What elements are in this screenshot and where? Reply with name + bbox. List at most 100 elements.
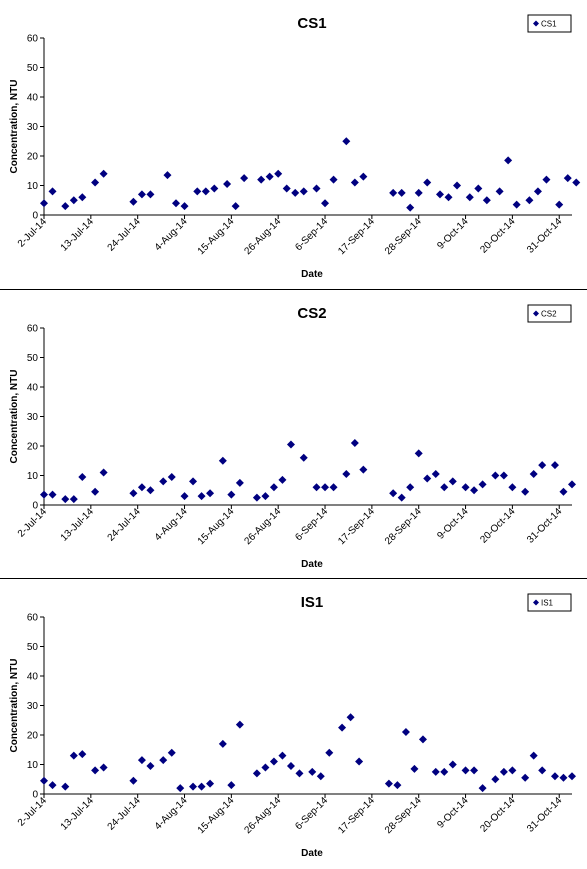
chart-panel-cs2: CS2 Concentration, NTU 0 10 20 30 40 50 60 2-Jul-… bbox=[0, 290, 587, 578]
data-point bbox=[197, 782, 206, 791]
y-tick-label: 60 bbox=[27, 324, 39, 335]
data-point bbox=[48, 490, 57, 499]
data-point bbox=[384, 779, 393, 788]
y-tick-label: 20 bbox=[27, 731, 39, 742]
data-point bbox=[538, 766, 547, 775]
x-axis-label: Date bbox=[301, 848, 323, 859]
data-point bbox=[312, 184, 321, 193]
data-point bbox=[397, 188, 406, 197]
data-point bbox=[350, 439, 359, 448]
y-tick-label: 10 bbox=[27, 471, 39, 482]
data-point bbox=[308, 767, 317, 776]
y-tick-label: 50 bbox=[27, 63, 39, 74]
panel-divider bbox=[0, 289, 587, 290]
data-point bbox=[278, 751, 287, 760]
y-tick-label: 0 bbox=[32, 501, 38, 512]
data-point bbox=[299, 187, 308, 196]
data-point bbox=[252, 769, 261, 778]
data-point bbox=[465, 193, 474, 202]
data-point bbox=[533, 187, 542, 196]
y-tick-label: 10 bbox=[27, 760, 39, 771]
data-point bbox=[431, 470, 440, 479]
data-point bbox=[568, 772, 576, 781]
data-point bbox=[40, 199, 48, 208]
data-point bbox=[286, 440, 295, 449]
data-point bbox=[342, 137, 351, 146]
data-point bbox=[550, 461, 559, 470]
data-point bbox=[206, 779, 215, 788]
chart-title: CS1 bbox=[297, 15, 326, 32]
x-tick-label: 31-Oct-14 bbox=[525, 216, 565, 256]
x-tick-label: 31-Oct-14 bbox=[525, 506, 565, 546]
x-tick-label: 26-Aug-14 bbox=[243, 795, 284, 836]
legend-box bbox=[527, 14, 572, 33]
data-point bbox=[418, 735, 427, 744]
data-point bbox=[146, 190, 155, 199]
x-tick-label: 9-Oct-14 bbox=[435, 216, 471, 252]
x-tick-label: 20-Oct-14 bbox=[478, 795, 518, 835]
data-point bbox=[329, 483, 338, 492]
data-point bbox=[550, 772, 559, 781]
y-tick-label: 60 bbox=[27, 613, 39, 624]
data-point bbox=[240, 174, 249, 183]
data-point bbox=[159, 477, 168, 486]
data-point bbox=[495, 187, 504, 196]
x-axis-label: Date bbox=[301, 269, 323, 280]
x-tick-label: 4-Aug-14 bbox=[153, 506, 190, 543]
data-point bbox=[572, 178, 581, 187]
data-point bbox=[261, 492, 270, 501]
data-point bbox=[159, 756, 168, 765]
data-point bbox=[252, 493, 261, 502]
chart-panel-is1: IS1 Concentration, NTU 0 10 20 30 40 50 60 2-Jul-… bbox=[0, 579, 587, 869]
data-point bbox=[423, 178, 432, 187]
x-tick-label: 17-Sep-14 bbox=[336, 506, 377, 547]
data-point bbox=[559, 773, 568, 782]
data-point bbox=[99, 763, 108, 772]
data-point bbox=[491, 775, 500, 784]
data-point bbox=[129, 197, 138, 206]
legend-box bbox=[527, 593, 572, 612]
legend-marker bbox=[533, 20, 539, 27]
data-point bbox=[278, 475, 287, 484]
data-point bbox=[61, 202, 70, 211]
legend-marker bbox=[533, 599, 539, 606]
legend-label: CS1 bbox=[541, 20, 557, 29]
data-point bbox=[355, 757, 364, 766]
data-point bbox=[218, 456, 227, 465]
x-tick-label: 6-Sep-14 bbox=[293, 795, 330, 832]
x-tick-label: 6-Sep-14 bbox=[293, 506, 330, 543]
x-tick-label: 6-Sep-14 bbox=[293, 216, 330, 253]
data-point bbox=[99, 468, 108, 477]
data-point bbox=[491, 471, 500, 480]
data-point bbox=[167, 748, 176, 757]
data-point bbox=[436, 190, 444, 199]
data-point bbox=[235, 720, 244, 729]
data-point bbox=[69, 751, 78, 760]
data-point bbox=[346, 713, 355, 722]
data-point bbox=[329, 175, 338, 184]
data-point bbox=[295, 769, 304, 778]
data-point bbox=[189, 477, 198, 486]
data-point bbox=[137, 483, 146, 492]
data-point bbox=[321, 483, 330, 492]
data-point bbox=[406, 483, 415, 492]
data-point bbox=[78, 193, 87, 202]
data-point bbox=[521, 487, 530, 496]
data-point bbox=[78, 472, 87, 481]
data-point bbox=[448, 477, 457, 486]
data-point bbox=[401, 728, 410, 737]
data-point bbox=[440, 483, 449, 492]
data-point bbox=[440, 767, 449, 776]
x-tick-label: 24-Jul-14 bbox=[106, 795, 144, 833]
data-point bbox=[431, 767, 440, 776]
legend-label: CS2 bbox=[541, 310, 557, 319]
data-point bbox=[99, 169, 108, 178]
data-point bbox=[342, 470, 351, 479]
data-point bbox=[461, 483, 470, 492]
data-point bbox=[563, 174, 572, 183]
data-point bbox=[180, 492, 189, 501]
data-point bbox=[282, 184, 291, 193]
data-point bbox=[48, 187, 57, 196]
